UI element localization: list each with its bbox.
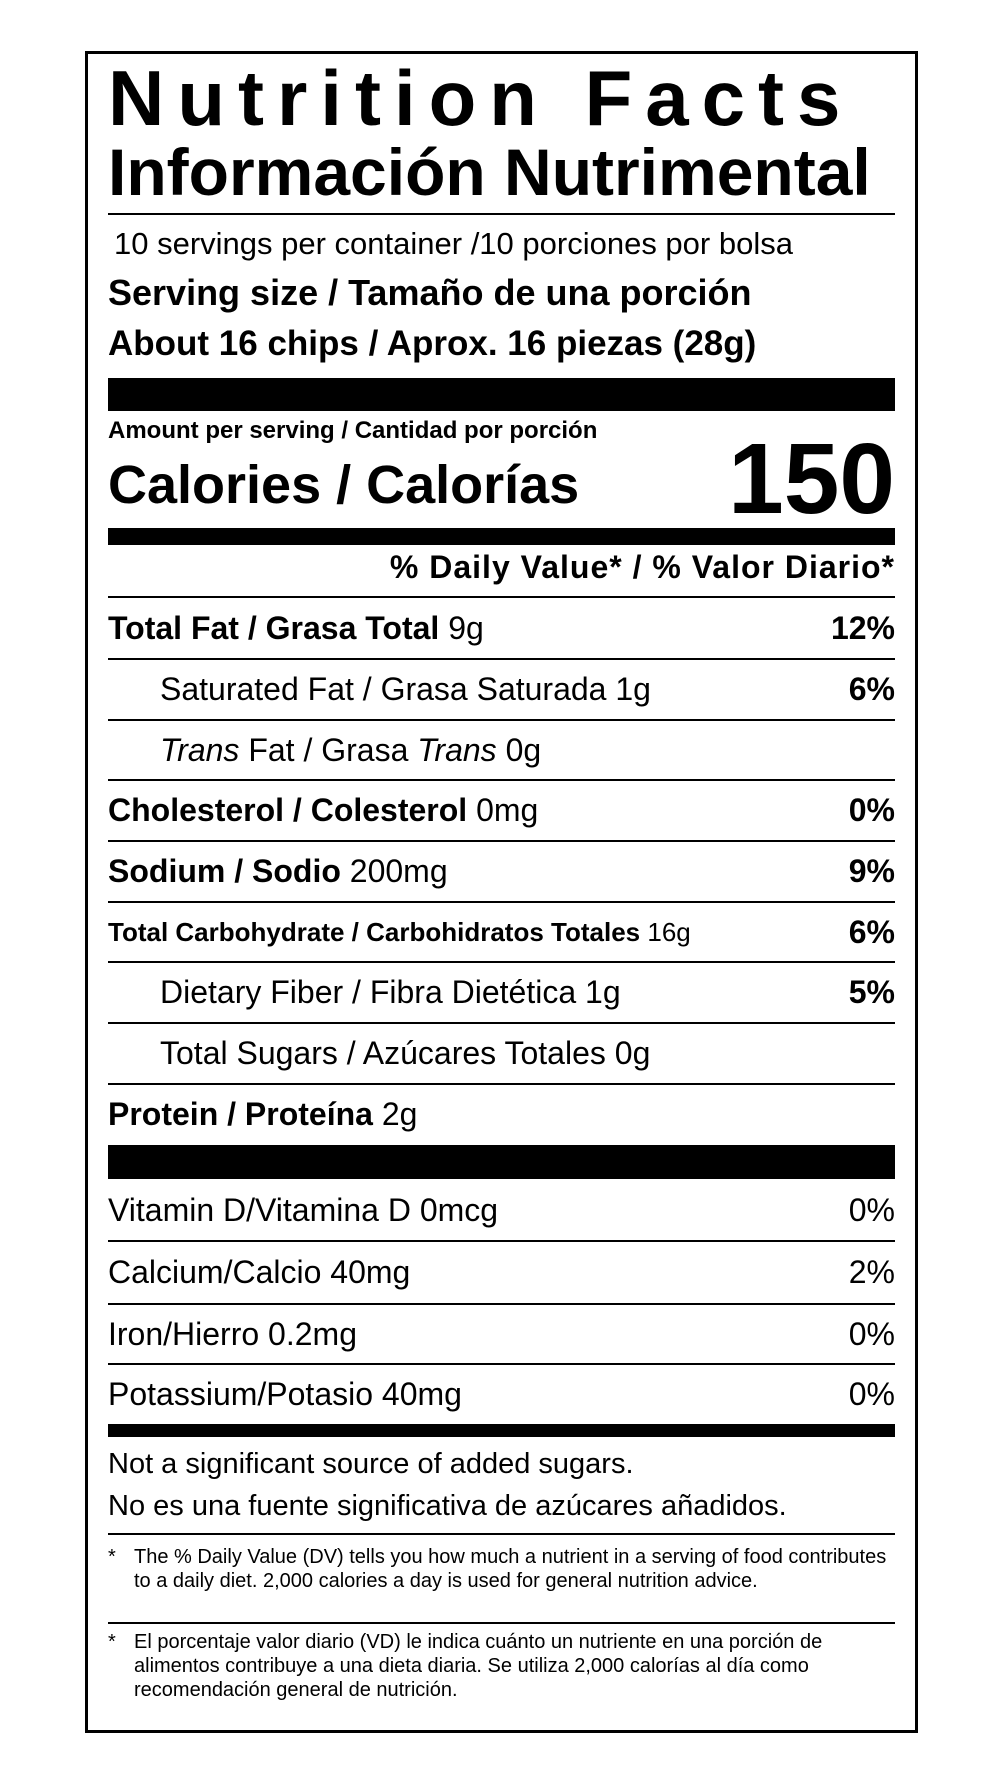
nutrient-name: Dietary Fiber / Fibra Dietética <box>160 973 577 1010</box>
daily-value-header: % Daily Value* / % Valor Diario* <box>389 549 895 585</box>
divider <box>108 1022 895 1024</box>
divider <box>108 961 895 963</box>
divider <box>108 1363 895 1365</box>
divider <box>108 840 895 842</box>
serving-size-value-text: About 16 chips / Aprox. 16 piezas (28g) <box>108 324 757 363</box>
vitamin-name: Iron/Hierro <box>108 1315 260 1352</box>
vitamin-dv: 2% <box>848 1253 895 1290</box>
nutrient-row-total-sugars: Total Sugars / Azúcares Totales 0g <box>108 1024 895 1082</box>
added-sugars-note: Not a significant source of added sugars… <box>108 1443 895 1527</box>
nutrient-dv: 6% <box>848 670 895 707</box>
nutrient-row-trans-fat: Trans Fat / Grasa Trans 0g <box>108 721 895 779</box>
nutrient-amount: 0g <box>505 731 542 768</box>
divider <box>108 1622 895 1624</box>
nutrient-row-sodium: Sodium / Sodio 200mg 9% <box>108 842 895 900</box>
nutrient-dv: 6% <box>848 913 895 950</box>
nutrient-row-cholesterol: Cholesterol / Colesterol 0mg 0% <box>108 781 895 839</box>
nutrient-amount: 1g <box>615 670 651 707</box>
footnote-en: * The % Daily Value (DV) tells you how m… <box>108 1545 895 1593</box>
vitamin-row-potassium: Potassium/Potasio 40mg 0% <box>108 1365 895 1423</box>
divider <box>108 779 895 781</box>
nutrient-dv: 0% <box>848 791 895 828</box>
footnote-mark: * <box>108 1546 116 1568</box>
nutrient-name-italic: Trans <box>417 731 497 768</box>
divider <box>108 1303 895 1305</box>
nutrient-name: Fat / Grasa <box>239 731 418 768</box>
vitamin-dv: 0% <box>848 1191 895 1228</box>
nutrient-amount: 0mg <box>476 791 539 828</box>
nutrient-name: Total Carbohydrate / Carbohidratos Total… <box>108 916 641 947</box>
nutrient-name: Total Fat / Grasa Total <box>108 609 440 646</box>
vitamin-name: Vitamin D/Vitamina D <box>108 1191 411 1228</box>
nutrient-amount: 1g <box>585 973 621 1010</box>
nutrient-name: Protein / Proteína <box>108 1095 373 1132</box>
footnote-text: El porcentaje valor diario (VD) le indic… <box>134 1631 823 1701</box>
divider <box>108 1533 895 1535</box>
nutrient-dv: 9% <box>848 852 895 889</box>
divider <box>108 1240 895 1242</box>
label-title: Nutrition Facts <box>108 59 895 137</box>
calories-label-text: Calories / Calorías <box>108 455 580 515</box>
label-subtitle: Información Nutrimental <box>108 137 895 207</box>
nutrient-dv: 12% <box>830 609 895 646</box>
serving-size-label: Serving size / Tamaño de una porción <box>108 271 895 315</box>
vitamin-dv: 0% <box>848 1375 895 1412</box>
divider <box>108 719 895 721</box>
nutrient-amount: 200mg <box>349 852 448 889</box>
divider <box>108 658 895 660</box>
nutrient-amount: 0g <box>614 1034 651 1071</box>
divider <box>108 213 895 215</box>
vitamin-row-vitamin-d: Vitamin D/Vitamina D 0mcg 0% <box>108 1181 895 1239</box>
nutrient-name: Total Sugars / Azúcares Totales <box>160 1034 606 1071</box>
vitamin-dv: 0% <box>848 1315 895 1352</box>
nutrient-row-saturated-fat: Saturated Fat / Grasa Saturada 1g 6% <box>108 660 895 718</box>
nutrient-amount: 9g <box>448 609 484 646</box>
vitamin-amount: 0mcg <box>419 1191 499 1228</box>
footnote-es: * El porcentaje valor diario (VD) le ind… <box>108 1630 895 1702</box>
nutrient-name: Sodium / Sodio <box>108 852 341 889</box>
medium-bar <box>108 1424 895 1437</box>
vitamin-row-iron: Iron/Hierro 0.2mg 0% <box>108 1305 895 1363</box>
nutrient-row-total-fat: Total Fat / Grasa Total 9g 12% <box>108 599 895 657</box>
vitamin-amount: 40mg <box>381 1375 462 1412</box>
title-text: Nutrition Facts <box>108 54 854 142</box>
amount-per-serving-text: Amount per serving / Cantidad por porció… <box>108 417 598 444</box>
footnote-mark: * <box>108 1631 116 1653</box>
calories-value: 150 <box>728 423 895 535</box>
amount-per-serving: Amount per serving / Cantidad por porció… <box>108 416 708 446</box>
nutrient-dv: 5% <box>848 973 895 1010</box>
subtitle-text: Información Nutrimental <box>108 135 871 209</box>
nutrient-row-dietary-fiber: Dietary Fiber / Fibra Dietética 1g 5% <box>108 963 895 1021</box>
vitamin-amount: 40mg <box>330 1253 411 1290</box>
divider <box>108 1083 895 1085</box>
vitamin-amount: 0.2mg <box>268 1315 357 1352</box>
vitamin-name: Calcium/Calcio <box>108 1253 322 1290</box>
vitamin-row-calcium: Calcium/Calcio 40mg 2% <box>108 1243 895 1301</box>
added-sugars-note-es: No es una fuente significativa de azúcar… <box>108 1490 787 1522</box>
divider <box>108 596 895 598</box>
thick-bar <box>108 1145 895 1179</box>
divider <box>108 901 895 903</box>
nutrient-row-protein: Protein / Proteína 2g <box>108 1085 895 1143</box>
nutrient-name: Saturated Fat / Grasa Saturada <box>160 670 607 707</box>
added-sugars-note-en: Not a significant source of added sugars… <box>108 1448 634 1480</box>
calories-label: Calories / Calorías <box>108 452 688 518</box>
nutrient-amount: 2g <box>381 1095 418 1132</box>
serving-size-text: Serving size / Tamaño de una porción <box>108 272 752 313</box>
servings-per-container: 10 servings per container /10 porciones … <box>108 224 895 264</box>
nutrient-amount: 16g <box>647 916 691 947</box>
thick-bar <box>108 378 895 411</box>
vitamin-name: Potassium/Potasio <box>108 1375 374 1412</box>
servings-text: 10 servings per container /10 porciones … <box>114 226 793 261</box>
nutrient-row-total-carbohydrate: Total Carbohydrate / Carbohidratos Total… <box>108 903 895 961</box>
footnote-text: The % Daily Value (DV) tells you how muc… <box>134 1546 887 1592</box>
nutrient-name-italic: Trans <box>160 731 240 768</box>
medium-bar <box>108 528 895 545</box>
serving-size-value: About 16 chips / Aprox. 16 piezas (28g) <box>108 322 895 366</box>
nutrient-name: Cholesterol / Colesterol <box>108 791 468 828</box>
nutrition-label-border <box>85 51 918 1733</box>
